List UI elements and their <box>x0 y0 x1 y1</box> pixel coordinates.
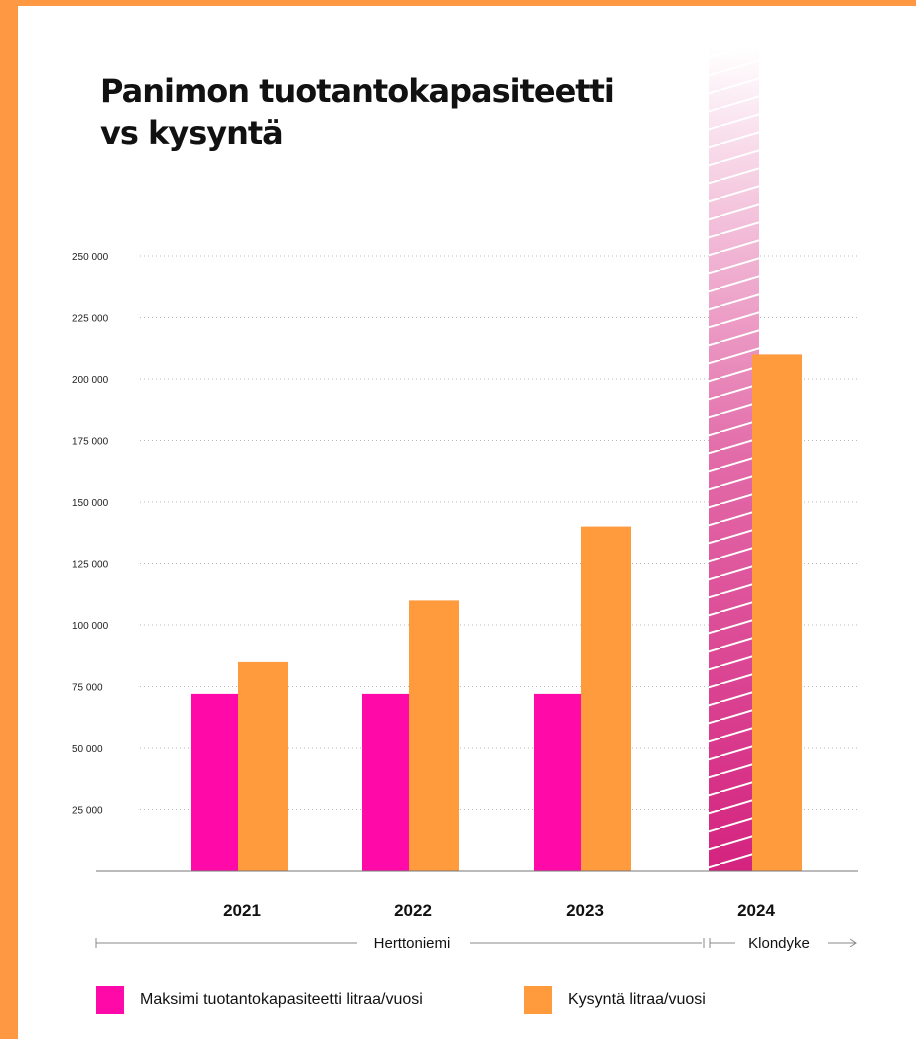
y-tick-label: 75 000 <box>72 683 103 694</box>
legend-label-capacity: Maksimi tuotantokapasiteetti litraa/vuos… <box>140 991 423 1008</box>
y-tick-label: 225 000 <box>72 314 109 325</box>
legend-swatch-demand <box>524 986 552 1014</box>
bar-demand-2022 <box>409 600 459 871</box>
y-tick-label: 250 000 <box>72 252 109 263</box>
chart-title: Panimon tuotantokapasiteetti vs kysyntä <box>100 70 700 154</box>
location-label-herttoniemi: Herttoniemi <box>374 935 451 952</box>
title-line-2: vs kysyntä <box>100 114 284 152</box>
y-tick-label: 50 000 <box>72 744 103 755</box>
legend-swatch-capacity <box>96 986 124 1014</box>
bar-demand-2023 <box>581 526 631 871</box>
x-tick-label: 2022 <box>394 901 432 920</box>
bar-capacity-2022 <box>362 693 412 871</box>
y-tick-label: 175 000 <box>72 437 109 448</box>
x-tick-label: 2021 <box>223 901 261 920</box>
bar-capacity-2023 <box>534 693 584 871</box>
legend-label-demand: Kysyntä litraa/vuosi <box>568 991 706 1008</box>
y-tick-label: 100 000 <box>72 621 109 632</box>
y-tick-label: 150 000 <box>72 498 109 509</box>
bar-demand-2024 <box>752 354 802 871</box>
y-tick-label: 125 000 <box>72 560 109 571</box>
location-arrowhead <box>849 938 857 948</box>
legend-item-demand: Kysyntä litraa/vuosi <box>524 986 706 1014</box>
y-tick-label: 25 000 <box>72 806 103 817</box>
bar-demand-2021 <box>238 661 288 871</box>
x-tick-label: 2023 <box>566 901 604 920</box>
x-tick-label: 2024 <box>737 901 775 920</box>
bar-capacity-2021 <box>191 693 241 871</box>
title-line-1: Panimon tuotantokapasiteetti <box>100 72 615 110</box>
bar-capacity-2024-hatch <box>709 48 759 871</box>
location-label-klondyke: Klondyke <box>748 935 810 952</box>
y-tick-label: 200 000 <box>72 375 109 386</box>
legend-item-capacity: Maksimi tuotantokapasiteetti litraa/vuos… <box>96 986 423 1014</box>
